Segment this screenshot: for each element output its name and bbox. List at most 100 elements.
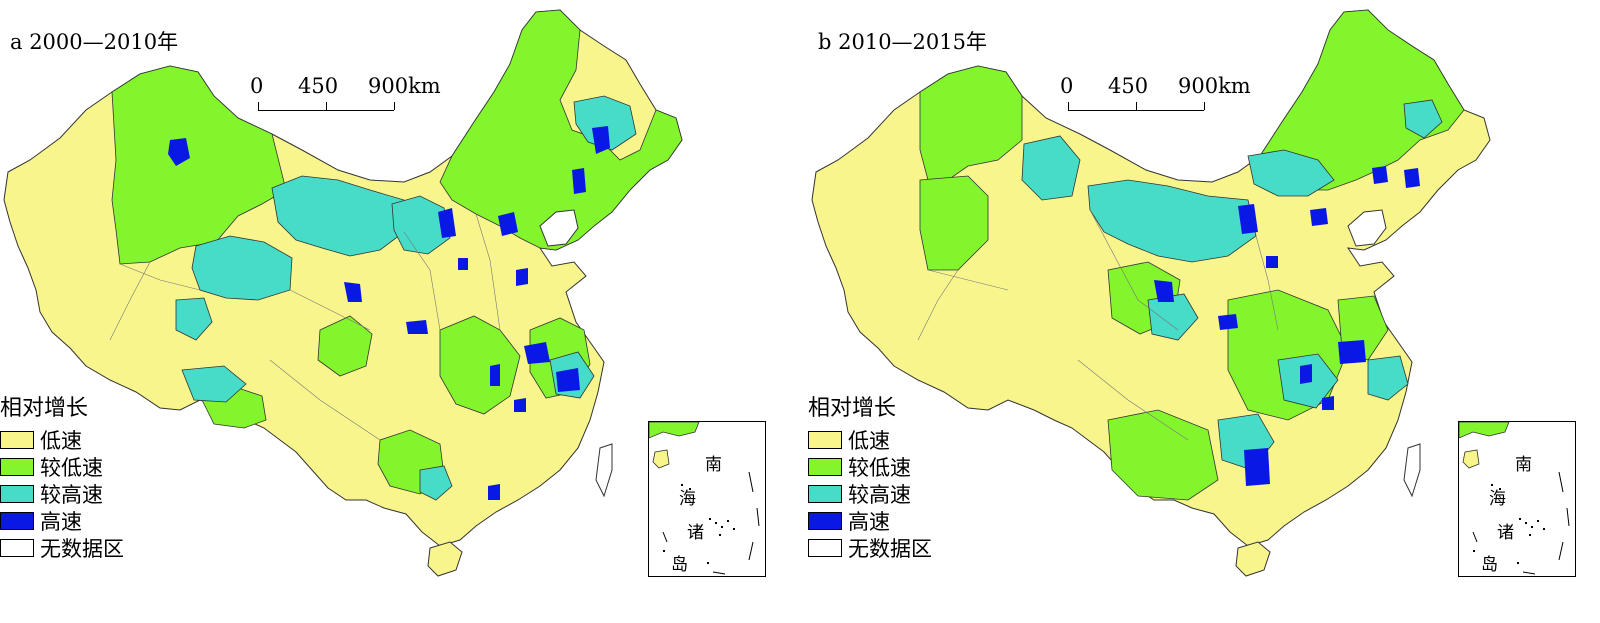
higher-growth-region xyxy=(1367,355,1409,401)
legend-item: 低速 xyxy=(0,426,230,453)
higher-growth-region xyxy=(191,235,293,301)
lower-growth-region xyxy=(1259,9,1465,191)
legend-item: 较低速 xyxy=(808,453,1038,480)
scale-label: 450 xyxy=(1108,74,1149,98)
high-growth-region xyxy=(514,398,526,412)
legend-label: 高速 xyxy=(848,509,890,534)
south-china-sea-inset: 南 海 诸 岛 xyxy=(648,421,766,577)
legend-label: 低速 xyxy=(848,428,890,453)
high-growth-region xyxy=(488,484,500,500)
legend-title: 相对增长 xyxy=(0,396,89,421)
legend-swatch xyxy=(0,484,34,503)
higher-growth-region xyxy=(573,95,637,151)
scale-tick xyxy=(394,102,395,110)
scale-label: 0 xyxy=(250,74,264,98)
south-china-sea-inset: 南 海 诸 岛 xyxy=(1458,421,1576,577)
hainan-island xyxy=(1235,541,1271,577)
inset-islands xyxy=(1473,484,1545,564)
high-growth-region xyxy=(406,320,428,334)
higher-growth-region xyxy=(1087,179,1257,263)
high-growth-region xyxy=(1322,396,1334,410)
scale-label: 900km xyxy=(1178,74,1251,98)
inset-label: 岛 xyxy=(1481,555,1498,575)
inset-islands xyxy=(663,484,735,564)
inset-label: 海 xyxy=(679,489,696,509)
inset-label: 诸 xyxy=(1497,523,1514,543)
scale-label: 450 xyxy=(298,74,339,98)
taiwan-island xyxy=(1403,443,1421,498)
inset-map xyxy=(649,422,760,575)
lower-growth-region xyxy=(919,65,1023,181)
legend-item: 无数据区 xyxy=(808,534,1038,561)
legend: 相对增长 低速 较低速 较高速 高速 无数据区 xyxy=(808,394,1038,561)
high-growth-region xyxy=(1238,204,1258,234)
high-growth-region xyxy=(458,258,468,270)
legend-title: 相对增长 xyxy=(808,396,897,421)
map-panel-b: b 2010—2015年 0 450 900km 相对增长 低速 较低速 较高速… xyxy=(808,0,1600,623)
map-panel-a: a 2000—2010年 0 450 900km 相对增长 低速 较低速 较高速… xyxy=(0,9,766,577)
panel-title: a 2000—2010年 xyxy=(10,30,179,54)
inset-boundary-line xyxy=(662,471,760,575)
lower-growth-region xyxy=(1107,409,1219,501)
legend-label: 较低速 xyxy=(848,455,911,480)
inset-label: 南 xyxy=(705,455,722,475)
high-growth-region xyxy=(1310,208,1328,226)
higher-growth-region xyxy=(181,365,247,403)
legend-item: 高速 xyxy=(808,507,1038,534)
lower-growth-region xyxy=(317,315,373,377)
lower-growth-region xyxy=(111,65,287,265)
legend-label: 较低速 xyxy=(40,455,103,480)
high-growth-region xyxy=(438,208,456,238)
inset-boundary-line xyxy=(1472,471,1570,575)
high-growth-region xyxy=(1372,166,1388,184)
legend-item: 较高速 xyxy=(808,480,1038,507)
legend-item: 较高速 xyxy=(0,480,230,507)
scale-bar: 0 450 900km xyxy=(1058,74,1251,122)
inset-coast xyxy=(1459,422,1510,439)
bohai-sea xyxy=(1347,209,1387,247)
high-growth-region xyxy=(1338,340,1366,364)
higher-growth-region xyxy=(419,465,453,501)
higher-growth-region xyxy=(1247,149,1335,197)
higher-growth-region xyxy=(175,297,213,341)
high-growth-region xyxy=(1404,168,1420,188)
inset-label: 岛 xyxy=(671,555,688,575)
scale-line xyxy=(258,110,394,111)
legend-swatch xyxy=(808,457,842,476)
inset-map xyxy=(1459,422,1570,575)
inset-hainan xyxy=(1462,449,1480,469)
higher-growth-region xyxy=(1403,99,1443,139)
legend-label: 较高速 xyxy=(848,482,911,507)
legend-label: 低速 xyxy=(40,428,82,453)
lower-growth-region xyxy=(919,175,989,271)
high-growth-region xyxy=(344,282,362,302)
china-map-a xyxy=(3,9,683,577)
high-growth-region xyxy=(1154,280,1174,302)
high-growth-region xyxy=(498,212,518,236)
hainan-island xyxy=(427,541,463,577)
legend: 相对增长 低速 较低速 较高速 高速 无数据区 xyxy=(0,394,230,561)
inset-coast xyxy=(649,422,700,439)
province-boundaries xyxy=(109,213,501,441)
scale-tick xyxy=(1068,102,1069,110)
legend-item: 无数据区 xyxy=(0,534,230,561)
legend-item: 较低速 xyxy=(0,453,230,480)
higher-growth-region xyxy=(391,195,451,255)
scale-line xyxy=(1068,110,1204,111)
legend-label: 无数据区 xyxy=(40,536,124,561)
scale-tick xyxy=(258,102,259,110)
high-growth-region xyxy=(592,126,610,154)
lower-growth-region xyxy=(439,315,521,415)
legend-label: 高速 xyxy=(40,509,82,534)
legend-label: 较高速 xyxy=(40,482,103,507)
legend-item: 低速 xyxy=(808,426,1038,453)
taiwan-island xyxy=(595,443,613,498)
province-boundaries xyxy=(917,209,1279,441)
high-growth-region xyxy=(1266,256,1278,268)
high-growth-region xyxy=(556,368,580,392)
legend-swatch xyxy=(808,430,842,449)
scale-label: 0 xyxy=(1060,74,1074,98)
legend-swatch xyxy=(0,430,34,449)
bohai-sea xyxy=(539,209,579,247)
scale-label: 900km xyxy=(368,74,441,98)
